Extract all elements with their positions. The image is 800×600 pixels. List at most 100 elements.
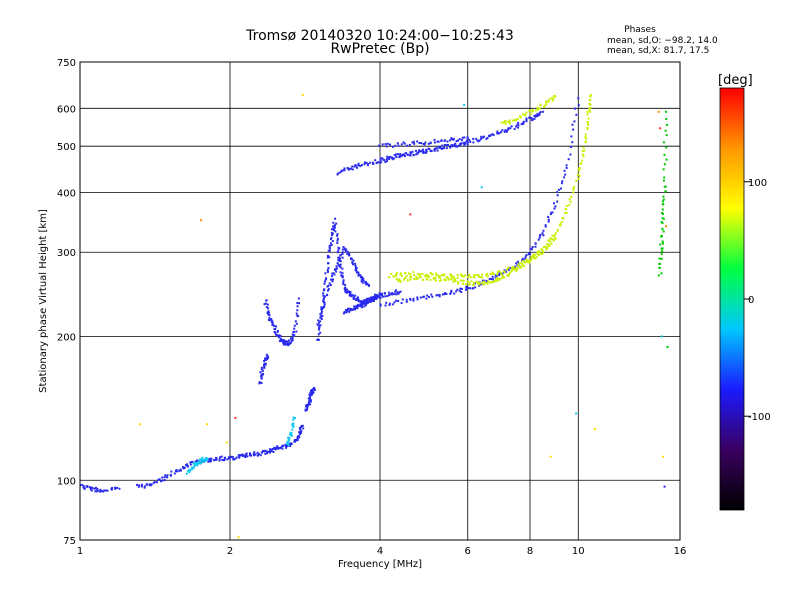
x-axis-label: Frequency [MHz] xyxy=(338,559,422,570)
data-point xyxy=(553,207,556,210)
data-point xyxy=(296,437,299,440)
data-point xyxy=(265,358,268,361)
data-point xyxy=(481,136,484,139)
data-point xyxy=(384,295,387,298)
data-point xyxy=(271,323,274,326)
data-point xyxy=(463,103,466,106)
data-point xyxy=(454,278,457,281)
data-point xyxy=(531,119,534,122)
data-point xyxy=(421,278,424,281)
data-point xyxy=(565,208,568,211)
data-point xyxy=(196,463,199,466)
data-point xyxy=(513,268,516,271)
data-point xyxy=(409,273,412,276)
data-point xyxy=(445,292,448,295)
data-point xyxy=(372,299,375,302)
data-point xyxy=(399,272,402,275)
data-point xyxy=(497,132,500,135)
data-point xyxy=(572,188,575,191)
data-point xyxy=(140,483,143,486)
data-point xyxy=(418,149,421,152)
data-point xyxy=(551,211,554,214)
x-tick-label: 10 xyxy=(572,546,585,557)
data-point xyxy=(663,163,666,166)
data-point xyxy=(99,488,102,491)
data-point xyxy=(577,167,580,170)
data-point xyxy=(459,287,462,290)
data-point xyxy=(395,277,398,280)
data-point xyxy=(458,289,461,292)
data-point xyxy=(469,140,472,143)
data-point xyxy=(428,275,431,278)
data-point xyxy=(191,460,194,463)
data-point xyxy=(561,216,564,219)
data-point xyxy=(472,282,475,285)
data-point xyxy=(416,296,419,299)
data-point xyxy=(549,213,552,216)
data-point xyxy=(436,274,439,277)
data-point xyxy=(397,144,400,147)
data-point xyxy=(286,440,289,443)
data-point xyxy=(482,283,485,286)
data-point xyxy=(324,278,327,281)
data-point xyxy=(383,292,386,295)
data-point xyxy=(504,129,507,132)
data-point xyxy=(399,153,402,156)
data-point xyxy=(519,262,522,265)
data-point xyxy=(266,357,269,360)
data-point xyxy=(435,147,438,150)
data-point xyxy=(294,438,297,441)
data-point xyxy=(402,141,405,144)
data-point xyxy=(110,487,113,490)
data-point xyxy=(538,236,541,239)
data-point xyxy=(407,272,410,275)
data-point xyxy=(231,456,234,459)
data-point xyxy=(461,139,464,142)
data-point xyxy=(269,450,272,453)
data-point xyxy=(388,303,391,306)
data-point xyxy=(665,158,668,161)
data-point xyxy=(333,226,336,229)
data-point xyxy=(544,245,547,248)
data-point xyxy=(406,153,409,156)
data-point xyxy=(230,456,233,459)
data-point xyxy=(273,446,276,449)
data-point xyxy=(293,327,296,330)
data-point xyxy=(288,342,291,345)
data-point xyxy=(437,140,440,143)
data-point xyxy=(409,213,412,216)
data-point xyxy=(206,457,209,460)
x-tick-label: 8 xyxy=(527,546,533,557)
data-point xyxy=(460,274,463,277)
data-point xyxy=(662,179,665,182)
data-point xyxy=(342,246,345,249)
data-point xyxy=(319,324,322,327)
data-point xyxy=(501,275,504,278)
data-point xyxy=(588,99,591,102)
data-point xyxy=(395,271,398,274)
data-point xyxy=(356,296,359,299)
data-point xyxy=(341,272,344,275)
data-point xyxy=(521,262,524,265)
data-point xyxy=(492,134,495,137)
data-point xyxy=(537,238,540,241)
data-point xyxy=(581,150,584,153)
data-point xyxy=(136,483,139,486)
data-point xyxy=(487,280,490,283)
data-point xyxy=(253,451,256,454)
data-point xyxy=(565,204,568,207)
data-point xyxy=(430,272,433,275)
data-point xyxy=(528,109,531,112)
data-point xyxy=(485,137,488,140)
data-point xyxy=(400,274,403,277)
data-point xyxy=(261,369,264,372)
data-point xyxy=(267,307,270,310)
data-point xyxy=(489,134,492,137)
plot-frame xyxy=(79,61,681,541)
data-point xyxy=(478,283,481,286)
colorbar-label: [deg] xyxy=(718,73,753,88)
data-point xyxy=(391,145,394,148)
data-point xyxy=(429,142,432,145)
data-point xyxy=(241,453,244,456)
data-point xyxy=(479,276,482,279)
